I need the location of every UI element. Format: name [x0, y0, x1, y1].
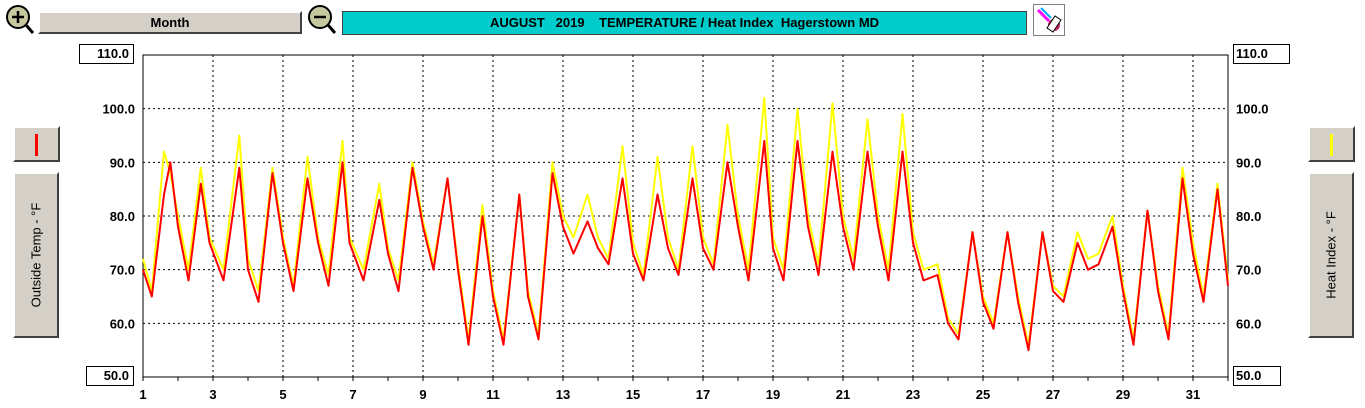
- x-tick-label: 5: [279, 387, 286, 402]
- chart-series: [142, 96, 1229, 352]
- x-tick-labels: 1 3 5 7 9 11 13 15 17 19 21 23 25 27 29 31: [139, 387, 1200, 402]
- zoom-out-magnifier-icon: [308, 5, 337, 34]
- y-tick-label-right: 70.0: [1236, 263, 1261, 278]
- left-y-tick-labels: 100.0 90.0 80.0 70.0 60.0: [102, 102, 135, 332]
- x-tick-label: 25: [976, 387, 990, 402]
- y-tick-label-left: 80.0: [110, 209, 135, 224]
- x-tick-label: 29: [1116, 387, 1130, 402]
- left-axis-min-label: 50.0: [86, 366, 134, 386]
- period-selector[interactable]: Month: [38, 11, 302, 34]
- y-tick-label-right: 100.0: [1236, 102, 1269, 117]
- zoom-in-magnifier-icon: [6, 5, 35, 34]
- y-tick-label-left: 70.0: [110, 263, 135, 278]
- right-axis-max-label: 110.0: [1233, 44, 1290, 64]
- outside-temp-swatch: [35, 134, 38, 156]
- x-tick-label: 7: [349, 387, 356, 402]
- y-tick-label-right: 80.0: [1236, 209, 1261, 224]
- y-tick-label-right: 90.0: [1236, 155, 1261, 170]
- x-tick-label: 9: [419, 387, 426, 402]
- y-tick-label-right: 60.0: [1236, 316, 1261, 331]
- x-tick-label: 1: [139, 387, 146, 402]
- y-tick-label-left: 90.0: [110, 155, 135, 170]
- eraser-tool-button[interactable]: [1033, 4, 1065, 36]
- outside-temp-axis-button[interactable]: Outside Temp - °F: [13, 172, 59, 338]
- heat-index-swatch: [1330, 134, 1333, 156]
- zoom-out-button[interactable]: [306, 4, 337, 34]
- x-tick-label: 13: [556, 387, 570, 402]
- x-tick-label: 31: [1186, 387, 1200, 402]
- outside-temp-series-line: [142, 139, 1229, 352]
- x-tick-label: 15: [626, 387, 640, 402]
- outside-temp-color-button[interactable]: [13, 126, 60, 162]
- x-tick-label: 21: [836, 387, 850, 402]
- x-tick-label: 3: [209, 387, 216, 402]
- x-tick-label: 11: [486, 387, 500, 402]
- right-axis-min-label: 50.0: [1233, 366, 1281, 386]
- heat-index-axis-button[interactable]: Heat Index - °F: [1308, 172, 1354, 338]
- x-tick-label: 19: [766, 387, 780, 402]
- chart-title: AUGUST 2019 TEMPERATURE / Heat Index Hag…: [342, 11, 1027, 35]
- zoom-in-button[interactable]: [4, 4, 35, 34]
- eraser-tool-icon: [1033, 4, 1065, 36]
- right-y-tick-labels: 100.0 90.0 80.0 70.0 60.0: [1236, 102, 1269, 332]
- y-tick-label-left: 60.0: [110, 316, 135, 331]
- x-tick-label: 17: [696, 387, 710, 402]
- left-axis-max-label: 110.0: [79, 44, 134, 64]
- x-tick-label: 27: [1046, 387, 1060, 402]
- heat-index-color-button[interactable]: [1308, 126, 1355, 162]
- y-tick-label-left: 100.0: [102, 102, 135, 117]
- x-tick-label: 23: [906, 387, 920, 402]
- chart-grid: [142, 54, 1229, 381]
